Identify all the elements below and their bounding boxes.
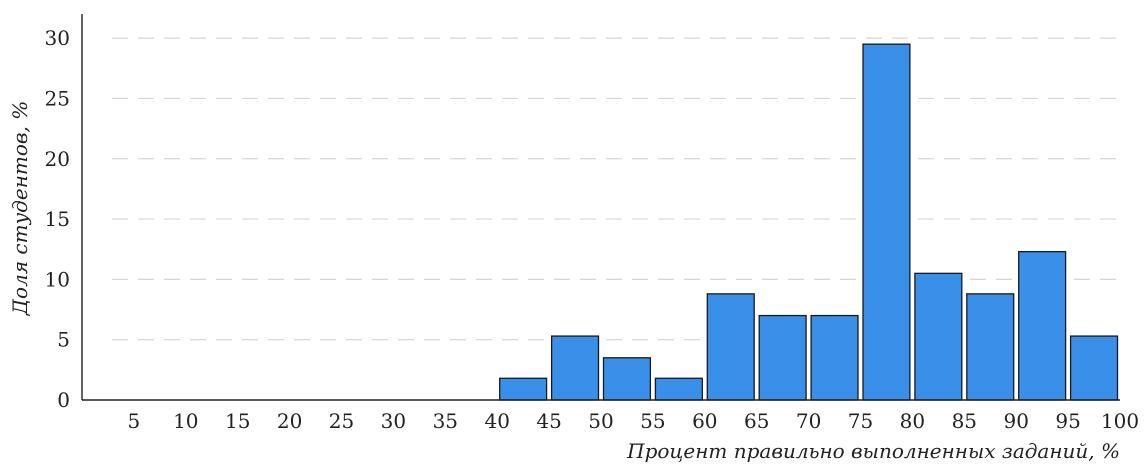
x-axis-title: Процент правильно выполненных заданий, % [626,439,1120,463]
x-tick-label: 80 [900,409,925,433]
axes [81,14,1120,401]
histogram-bar [914,272,963,401]
x-tick-label: 35 [433,409,458,433]
y-tick-label: 0 [57,388,70,412]
y-tick-label: 30 [45,26,70,50]
histogram-bar [966,293,1015,401]
x-tick-label: 40 [484,409,509,433]
x-tick-label: 25 [329,409,354,433]
y-axis-title: Доля студентов, % [8,101,32,316]
y-tick-label: 20 [45,147,70,171]
bars [499,43,1119,401]
histogram-bar [499,377,548,401]
histogram-bar [758,314,807,401]
y-tick-label: 25 [45,86,70,110]
x-tick-label: 75 [848,409,873,433]
histogram-bar [550,335,600,401]
x-tick-label: 30 [381,409,406,433]
y-tick-label: 10 [45,267,70,291]
x-tick-label: 15 [225,409,250,433]
x-tick-label: 65 [744,409,769,433]
x-tick-label: 60 [692,409,717,433]
x-tick-label: 55 [640,409,665,433]
histogram-bar [602,357,652,401]
histogram-bar [1069,335,1119,401]
histogram-bar [1018,250,1067,401]
y-tick-label: 15 [45,207,70,231]
x-tick-label: 90 [1003,409,1028,433]
x-tick-label: 10 [173,409,198,433]
y-tick-label: 5 [57,328,70,352]
x-tick-label: 70 [796,409,821,433]
x-tick-label: 100 [1101,409,1139,433]
x-tick-label: 50 [588,409,613,433]
x-tick-label: 5 [128,409,141,433]
histogram-bar [862,43,911,401]
x-tick-labels: 5 10 15 20 25 30 35 40 45 50 55 60 65 70 75 80 85 90 95 100 [128,409,1140,433]
x-tick-label: 85 [952,409,977,433]
x-tick-label: 20 [277,409,302,433]
x-tick-label: 95 [1055,409,1080,433]
histogram-bar [706,293,755,401]
x-tick-label: 45 [536,409,561,433]
y-tick-labels: 0 5 10 15 20 25 30 [45,26,70,412]
histogram-bar [810,314,859,401]
histogram-bar [654,377,703,401]
